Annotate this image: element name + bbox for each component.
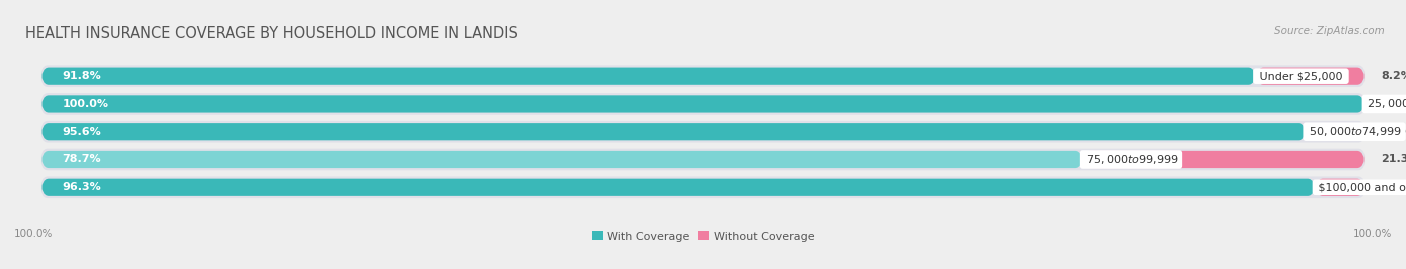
FancyBboxPatch shape — [41, 149, 1365, 170]
FancyBboxPatch shape — [42, 95, 1364, 112]
Text: Under $25,000: Under $25,000 — [1256, 71, 1346, 81]
Text: 96.3%: 96.3% — [62, 182, 101, 192]
Text: HEALTH INSURANCE COVERAGE BY HOUSEHOLD INCOME IN LANDIS: HEALTH INSURANCE COVERAGE BY HOUSEHOLD I… — [25, 26, 517, 41]
Text: 78.7%: 78.7% — [62, 154, 101, 164]
Text: 3.7%: 3.7% — [1381, 182, 1406, 192]
Text: 100.0%: 100.0% — [1353, 229, 1392, 239]
Text: 95.6%: 95.6% — [62, 127, 101, 137]
Text: 4.4%: 4.4% — [1381, 127, 1406, 137]
Text: 91.8%: 91.8% — [62, 71, 101, 81]
FancyBboxPatch shape — [1306, 123, 1364, 140]
FancyBboxPatch shape — [1316, 179, 1364, 196]
Text: $100,000 and over: $100,000 and over — [1316, 182, 1406, 192]
Legend: With Coverage, Without Coverage: With Coverage, Without Coverage — [588, 227, 818, 246]
FancyBboxPatch shape — [42, 179, 1316, 196]
Text: 100.0%: 100.0% — [62, 99, 108, 109]
Text: $75,000 to $99,999: $75,000 to $99,999 — [1083, 153, 1180, 166]
Text: Source: ZipAtlas.com: Source: ZipAtlas.com — [1274, 26, 1385, 36]
FancyBboxPatch shape — [1256, 68, 1364, 85]
FancyBboxPatch shape — [41, 121, 1365, 143]
FancyBboxPatch shape — [1083, 151, 1364, 168]
FancyBboxPatch shape — [41, 176, 1365, 198]
Text: 100.0%: 100.0% — [14, 229, 53, 239]
Text: 21.3%: 21.3% — [1381, 154, 1406, 164]
Text: $50,000 to $74,999: $50,000 to $74,999 — [1306, 125, 1403, 138]
FancyBboxPatch shape — [42, 123, 1306, 140]
FancyBboxPatch shape — [41, 93, 1365, 115]
FancyBboxPatch shape — [42, 68, 1256, 85]
FancyBboxPatch shape — [41, 65, 1365, 87]
FancyBboxPatch shape — [42, 151, 1083, 168]
Text: $25,000 to $49,999: $25,000 to $49,999 — [1364, 97, 1406, 111]
Text: 8.2%: 8.2% — [1381, 71, 1406, 81]
